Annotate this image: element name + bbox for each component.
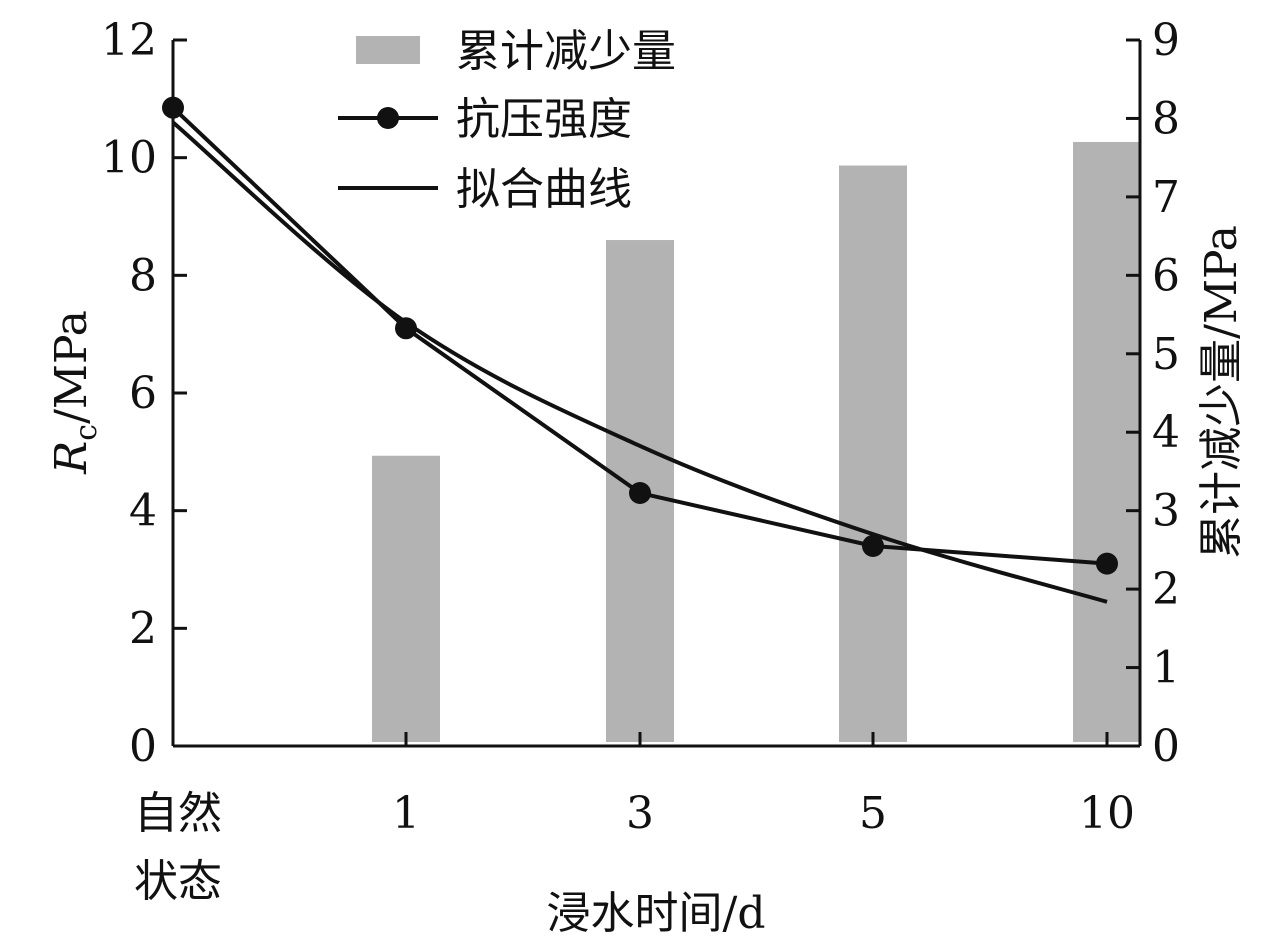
bar-cumulative-decrease xyxy=(839,165,907,742)
right-y-tick-label: 2 xyxy=(1152,564,1180,615)
legend-label: 累计减少量 xyxy=(456,26,676,77)
compressive-strength-point xyxy=(629,482,651,505)
x-tick-label: 自然 xyxy=(134,788,222,839)
compressive-strength-point xyxy=(162,96,184,119)
compressive-strength-point xyxy=(1096,552,1118,575)
x-tick-label: 5 xyxy=(859,788,887,839)
left-y-tick-label: 8 xyxy=(129,250,157,301)
x-axis-title: 浸水时间/d xyxy=(547,888,766,939)
x-tick-label: 10 xyxy=(1079,788,1135,839)
right-y-tick-label: 3 xyxy=(1152,486,1180,537)
left-y-tick-label: 10 xyxy=(101,133,157,184)
fitted-curve-line xyxy=(171,120,1108,604)
left-y-tick-label: 12 xyxy=(101,15,157,66)
right-y-tick-label: 7 xyxy=(1152,172,1180,223)
legend-swatch-marker xyxy=(377,107,399,129)
x-tick-label: 3 xyxy=(626,788,654,839)
legend-label: 拟合曲线 xyxy=(456,164,632,215)
right-y-tick-label: 9 xyxy=(1152,15,1180,66)
left-y-tick-label: 0 xyxy=(129,721,157,772)
right-y-tick-label: 1 xyxy=(1152,643,1180,694)
right-y-tick-label: 0 xyxy=(1152,721,1180,772)
left-y-tick-label: 4 xyxy=(129,486,157,537)
x-tick-label: 状态 xyxy=(134,856,222,907)
left-y-axis-title: Rc/MPa xyxy=(46,310,104,475)
compressive-strength-point xyxy=(862,534,884,557)
left-y-tick-label: 2 xyxy=(129,603,157,654)
compressive-strength-point xyxy=(395,317,417,340)
bar-cumulative-decrease xyxy=(372,455,440,742)
lines-layer xyxy=(162,96,1118,604)
left-y-tick-label: 6 xyxy=(129,368,157,419)
right-y-tick-label: 5 xyxy=(1152,329,1180,380)
x-tick-label: 1 xyxy=(392,788,420,839)
legend-label: 抗压强度 xyxy=(456,94,632,145)
bar-cumulative-decrease xyxy=(1073,141,1141,742)
right-y-axis-title: 累计减少量/MPa xyxy=(1196,225,1247,559)
legend-swatch-bar xyxy=(356,36,420,64)
right-y-tick-label: 4 xyxy=(1152,407,1180,458)
axis-titles: 浸水时间/d Rc/MPa 累计减少量/MPa xyxy=(46,225,1247,939)
right-y-tick-label: 6 xyxy=(1152,250,1180,301)
bars-layer xyxy=(372,141,1141,743)
right-y-tick-label: 8 xyxy=(1152,93,1180,144)
